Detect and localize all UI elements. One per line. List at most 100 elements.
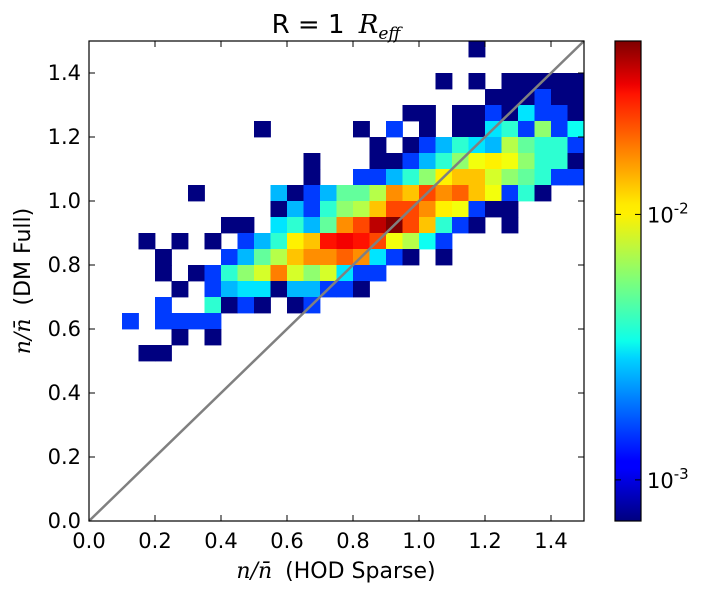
heatmap-cell (551, 73, 568, 90)
heatmap-cell (518, 105, 535, 122)
colorbar: 10-3 10-2 (614, 40, 689, 522)
x-tick-label: 1.4 (534, 529, 567, 553)
heatmap-cell (204, 265, 222, 282)
heatmap-cell (353, 233, 370, 250)
y-axis: 0.0 0.2 0.4 0.6 0.8 1.0 1.2 1.4 (48, 61, 584, 533)
heatmap-cell (452, 105, 469, 122)
heatmap-cell (452, 169, 469, 186)
heatmap-cell (402, 185, 420, 202)
heatmap-cell (155, 249, 172, 266)
heatmap-cell (534, 105, 552, 122)
heatmap-cell (435, 201, 453, 218)
y-tick-label: 0.6 (48, 317, 81, 341)
heatmap-cell (204, 233, 222, 250)
heatmap-cell (221, 217, 238, 234)
heatmap-cell (287, 249, 304, 266)
heatmap-cell (501, 73, 519, 90)
colorbar-tick-label: 10-2 (647, 199, 689, 227)
heatmap-cell (303, 233, 321, 250)
heatmap-cell (303, 153, 321, 170)
heatmap-cell (485, 153, 502, 170)
heatmap-cell (287, 185, 304, 202)
heatmap-cell (369, 185, 387, 202)
heatmap-cell (468, 73, 486, 90)
heatmap-cell (270, 233, 288, 250)
heatmap-cell (386, 201, 403, 218)
title-math: R (358, 10, 379, 40)
heatmap-cell (303, 201, 321, 218)
heatmap-cell (402, 233, 420, 250)
y-tick-label: 0.2 (48, 445, 81, 469)
y-tick-label: 0.0 (48, 509, 81, 533)
heatmap-cell (303, 169, 321, 186)
x-axis-label: n/n̄ (HOD Sparse) (236, 559, 435, 584)
y-tick-label: 1.4 (48, 61, 81, 85)
heatmap-cell (435, 249, 453, 266)
heatmap-cell (501, 185, 519, 202)
heatmap-cell (254, 297, 271, 314)
heatmap-cell (303, 249, 321, 266)
heatmap-cell (567, 137, 584, 154)
heatmap-cell (551, 89, 568, 106)
heatmap-cell (353, 201, 370, 218)
heatmap-cell (468, 217, 486, 234)
heatmap-cell (534, 89, 552, 106)
heatmap-cell (270, 249, 288, 266)
heatmap-cell (270, 265, 288, 282)
heatmap-cell (287, 201, 304, 218)
x-tick-label: 1.0 (402, 529, 435, 553)
heatmap-cell (336, 281, 354, 298)
y-tick-label: 1.2 (48, 125, 81, 149)
heatmap-cell (419, 233, 436, 250)
heatmap-cell (518, 73, 535, 90)
heatmap-cell (551, 137, 568, 154)
heatmap-cell (419, 121, 436, 138)
heatmap-cell (138, 233, 156, 250)
heatmap-cell (501, 169, 519, 186)
x-tick-label: 0.2 (138, 529, 171, 553)
heatmap-cell (402, 153, 420, 170)
y-label-text: (DM Full) (11, 208, 36, 306)
y-tick-label: 0.4 (48, 381, 81, 405)
heatmap-cell (353, 121, 370, 138)
heatmap-cell (567, 105, 584, 122)
y-axis-label: n/n̄ (DM Full) (11, 208, 36, 354)
heatmap-cell (237, 297, 255, 314)
heatmap-cell (369, 201, 387, 218)
heatmap-cell (501, 89, 519, 106)
x-label-text: (HOD Sparse) (285, 559, 435, 584)
heatmap-cell (204, 297, 222, 314)
heatmap-cell (567, 73, 584, 90)
heatmap-cell (254, 281, 271, 298)
heatmap-cell (320, 249, 337, 266)
heatmap-cell (353, 185, 370, 202)
heatmap-cell (237, 265, 255, 282)
heatmap-cell (270, 281, 288, 298)
heatmap-cell (485, 137, 502, 154)
heatmap-cell (188, 265, 205, 282)
heatmap-cell (287, 265, 304, 282)
colorbar-tick-label: 10-3 (647, 465, 689, 493)
heatmap-cell (402, 105, 420, 122)
heatmap-cell (435, 217, 453, 234)
heatmap-cell (567, 121, 584, 138)
heatmap-cell (485, 105, 502, 122)
heatmap-cell (204, 281, 222, 298)
heatmap-cell (551, 121, 568, 138)
heatmap-cell (419, 105, 436, 122)
heatmap-cell (468, 185, 486, 202)
heatmap-cell (221, 249, 238, 266)
heatmap-cell (270, 185, 288, 202)
heatmap-cell (452, 185, 469, 202)
heatmap-cell (534, 121, 552, 138)
heatmap-cell (419, 169, 436, 186)
heatmap-cell (237, 249, 255, 266)
heatmap-cell (369, 153, 387, 170)
heatmap-cell (237, 281, 255, 298)
heatmap-cell (336, 217, 354, 234)
heatmap-cell (287, 217, 304, 234)
heatmap-cell (501, 121, 519, 138)
heatmap-cell (468, 169, 486, 186)
heatmap-cell (320, 201, 337, 218)
heatmap-cell (534, 185, 552, 202)
